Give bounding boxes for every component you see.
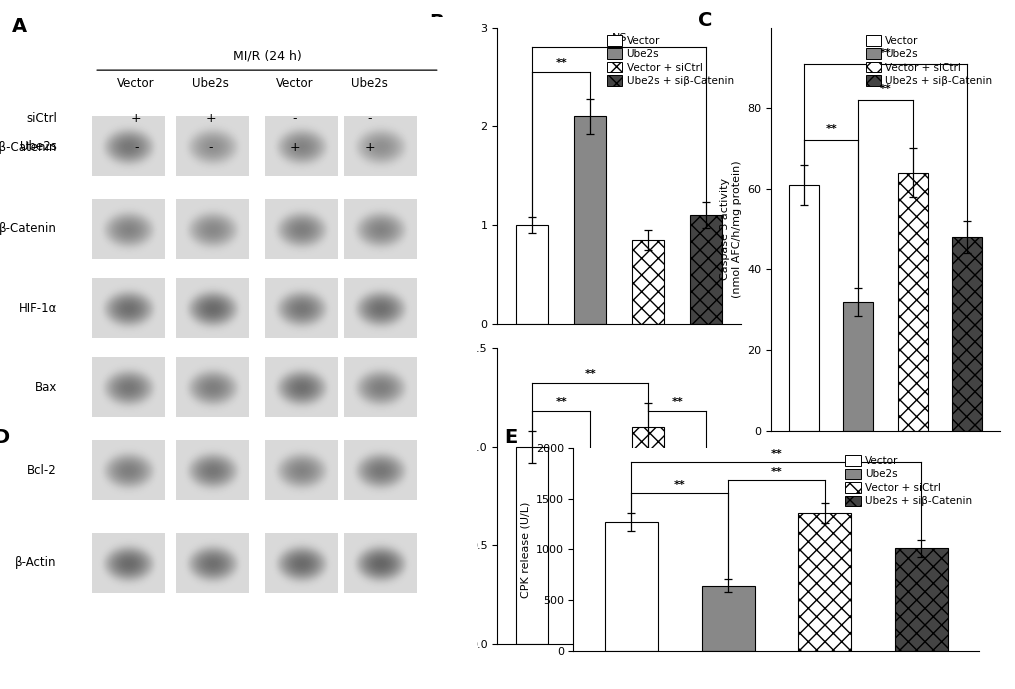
Text: β-Actin: β-Actin	[15, 557, 57, 569]
Bar	[119, 524, 154, 651]
Text: NS: NS	[182, 478, 198, 488]
Text: A: A	[12, 17, 27, 37]
Bar	[895, 548, 948, 651]
Text: Vector: Vector	[118, 77, 155, 90]
Bar	[632, 427, 664, 644]
Y-axis label: CPK release (U/L): CPK release (U/L)	[520, 502, 530, 597]
Text: +: +	[131, 112, 141, 125]
Text: **: **	[770, 449, 783, 459]
Text: Ube2s: Ube2s	[20, 140, 57, 153]
Bar	[83, 510, 119, 651]
Text: Vector: Vector	[276, 77, 314, 90]
Bar	[379, 595, 414, 651]
Text: NS: NS	[111, 478, 126, 488]
Text: **: **	[671, 397, 683, 407]
Y-axis label: Caspase 3 activity
(nmol AFC/h/mg protein): Caspase 3 activity (nmol AFC/h/mg protei…	[721, 161, 742, 298]
Text: NS: NS	[611, 33, 627, 43]
Text: D: D	[0, 427, 9, 446]
Text: **: **	[880, 48, 891, 58]
Text: -: -	[292, 112, 297, 125]
Text: Bax: Bax	[35, 381, 57, 394]
Text: C: C	[698, 12, 713, 30]
Bar	[789, 185, 819, 431]
Bar	[605, 522, 658, 651]
Text: +: +	[206, 112, 216, 125]
Text: **: **	[373, 546, 385, 557]
Legend: Vector, Ube2s, Vector + siCtrl, Ube2s + siβ-Catenin: Vector, Ube2s, Vector + siCtrl, Ube2s + …	[864, 33, 995, 88]
Bar	[574, 116, 606, 324]
Text: -: -	[134, 141, 138, 154]
Bar	[272, 585, 308, 651]
Text: -: -	[367, 112, 371, 125]
Text: E: E	[504, 427, 518, 446]
Bar	[190, 519, 225, 651]
Legend: Vector, Ube2s, Vector + siCtrl, Ube2s + siβ-Catenin: Vector, Ube2s, Vector + siCtrl, Ube2s + …	[295, 453, 426, 508]
Bar	[701, 586, 755, 651]
Text: **: **	[301, 546, 314, 557]
Bar	[632, 240, 664, 324]
Text: MI/R (24 h): MI/R (24 h)	[232, 49, 301, 62]
Text: Ube2s: Ube2s	[193, 77, 229, 90]
Bar	[843, 302, 873, 431]
Bar	[517, 446, 548, 644]
Y-axis label: Relative HIF-1α
band intensity: Relative HIF-1α band intensity	[454, 133, 475, 218]
Text: +: +	[289, 141, 300, 154]
Text: siβ-Catenin: siβ-Catenin	[0, 141, 57, 154]
Text: Ube2s: Ube2s	[351, 77, 388, 90]
Bar	[154, 517, 190, 651]
Text: **: **	[555, 397, 567, 407]
Text: **: **	[555, 58, 567, 68]
Text: **: **	[880, 84, 891, 94]
Text: **: **	[770, 467, 783, 477]
Bar	[690, 215, 722, 324]
Text: *: *	[323, 528, 328, 539]
Bar	[574, 569, 606, 644]
Text: β-Catenin: β-Catenin	[0, 223, 57, 236]
Bar	[952, 237, 983, 431]
Text: HIF-1α: HIF-1α	[18, 302, 57, 315]
Bar	[798, 513, 852, 651]
Y-axis label: Percent relative size: Percent relative size	[26, 493, 37, 606]
Bar	[517, 225, 548, 324]
Bar	[690, 535, 722, 644]
Text: **: **	[585, 369, 596, 379]
Text: -: -	[209, 141, 213, 154]
Text: siCtrl: siCtrl	[26, 112, 57, 125]
Text: B: B	[429, 12, 444, 32]
Legend: Vector, Ube2s, Vector + siCtrl, Ube2s + siβ-Catenin: Vector, Ube2s, Vector + siCtrl, Ube2s + …	[843, 453, 974, 508]
Bar	[898, 173, 928, 431]
Text: +: +	[364, 141, 375, 154]
Text: Bcl-2: Bcl-2	[27, 464, 57, 477]
Y-axis label: Bax/Bcl-2: Bax/Bcl-2	[455, 470, 465, 522]
Text: **: **	[674, 480, 686, 489]
Legend: Vector, Ube2s, Vector + siCtrl, Ube2s + siβ-Catenin: Vector, Ube2s, Vector + siCtrl, Ube2s + …	[605, 33, 736, 88]
Bar	[308, 617, 343, 651]
Text: **: **	[825, 125, 837, 134]
Bar	[343, 580, 379, 651]
